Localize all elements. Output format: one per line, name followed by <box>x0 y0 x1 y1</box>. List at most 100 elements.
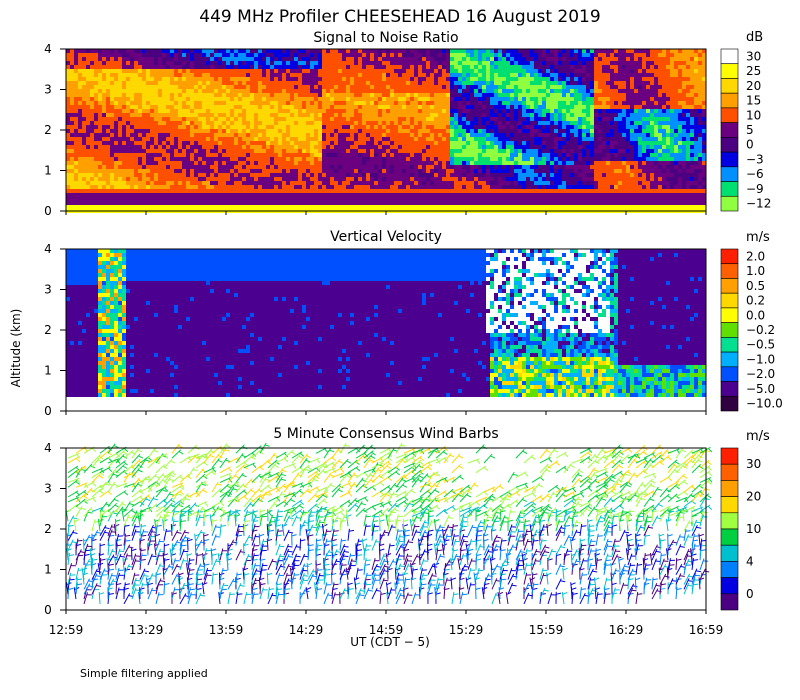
snr-cell <box>98 109 102 113</box>
snr-cell <box>110 205 114 209</box>
snr-cell <box>266 89 270 93</box>
snr-cell <box>402 113 406 117</box>
snr-cell <box>346 173 350 177</box>
snr-cell <box>290 153 294 157</box>
snr-cell <box>170 97 174 101</box>
snr-cell <box>434 157 438 161</box>
snr-cell <box>250 61 254 65</box>
snr-cell <box>254 109 258 113</box>
snr-cell <box>502 53 506 57</box>
snr-cell <box>294 173 298 177</box>
snr-cell <box>134 193 138 197</box>
snr-cell <box>510 69 514 73</box>
snr-cell <box>90 129 94 133</box>
snr-cell <box>66 129 70 133</box>
snr-cell <box>242 185 246 189</box>
snr-cell <box>482 149 486 153</box>
snr-cell <box>474 125 478 129</box>
snr-cell <box>534 173 538 177</box>
snr-cell <box>198 113 202 117</box>
snr-cell <box>194 93 198 97</box>
snr-cell <box>186 137 190 141</box>
snr-cell <box>130 185 134 189</box>
snr-cell <box>142 205 146 209</box>
snr-cell <box>186 181 190 185</box>
snr-cell <box>126 193 130 197</box>
snr-cell <box>374 65 378 69</box>
snr-cell <box>342 117 346 121</box>
snr-cell <box>302 149 306 153</box>
snr-cell <box>354 149 358 153</box>
snr-cell <box>178 157 182 161</box>
snr-cell <box>126 157 130 161</box>
snr-cell <box>138 117 142 121</box>
snr-cell <box>150 125 154 129</box>
snr-cell <box>178 165 182 169</box>
snr-cell <box>282 189 286 193</box>
snr-cell <box>474 201 478 205</box>
snr-cell <box>174 141 178 145</box>
snr-cell <box>66 89 70 93</box>
snr-cell <box>166 197 170 201</box>
snr-cell <box>74 81 78 85</box>
snr-cell <box>286 173 290 177</box>
snr-cell <box>290 129 294 133</box>
snr-cell <box>526 101 530 105</box>
snr-cell <box>538 205 542 209</box>
snr-cell <box>530 109 534 113</box>
snr-cell <box>82 69 86 73</box>
snr-cell <box>374 157 378 161</box>
snr-cell <box>322 177 326 181</box>
snr-cell <box>206 109 210 113</box>
snr-cell <box>134 49 138 53</box>
snr-cell <box>330 73 334 77</box>
snr-cell <box>126 101 130 105</box>
snr-cell <box>330 193 334 197</box>
snr-cell <box>498 125 502 129</box>
snr-cell <box>338 141 342 145</box>
snr-cell <box>122 57 126 61</box>
snr-cell <box>246 169 250 173</box>
snr-cell <box>222 65 226 69</box>
snr-cell <box>78 141 82 145</box>
snr-cell <box>82 157 86 161</box>
snr-cell <box>346 105 350 109</box>
snr-cell <box>202 125 206 129</box>
snr-cell <box>398 205 402 209</box>
snr-cell <box>138 89 142 93</box>
snr-cell <box>106 177 110 181</box>
snr-cell <box>422 125 426 129</box>
snr-cell <box>178 133 182 137</box>
snr-cell <box>482 77 486 81</box>
snr-cell <box>118 57 122 61</box>
snr-cell <box>466 201 470 205</box>
snr-cell <box>282 125 286 129</box>
snr-cell <box>126 69 130 73</box>
snr-cell <box>74 101 78 105</box>
snr-cell <box>158 81 162 85</box>
snr-cell <box>438 73 442 77</box>
snr-cell <box>242 157 246 161</box>
snr-cell <box>170 201 174 205</box>
snr-cell <box>122 69 126 73</box>
snr-cell <box>230 173 234 177</box>
snr-cell <box>374 185 378 189</box>
snr-cell <box>350 201 354 205</box>
snr-cell <box>350 101 354 105</box>
snr-cell <box>394 121 398 125</box>
snr-cell <box>354 93 358 97</box>
snr-cell <box>434 133 438 137</box>
snr-cell <box>174 133 178 137</box>
snr-cell <box>78 105 82 109</box>
snr-cell <box>246 161 250 165</box>
snr-cell <box>246 117 250 121</box>
snr-cell <box>386 65 390 69</box>
snr-cell <box>102 145 106 149</box>
snr-cell <box>270 161 274 165</box>
snr-cell <box>514 169 518 173</box>
snr-cell <box>126 65 130 69</box>
snr-cell <box>470 49 474 53</box>
snr-cell <box>534 137 538 141</box>
snr-cell <box>342 85 346 89</box>
snr-cell <box>314 53 318 57</box>
